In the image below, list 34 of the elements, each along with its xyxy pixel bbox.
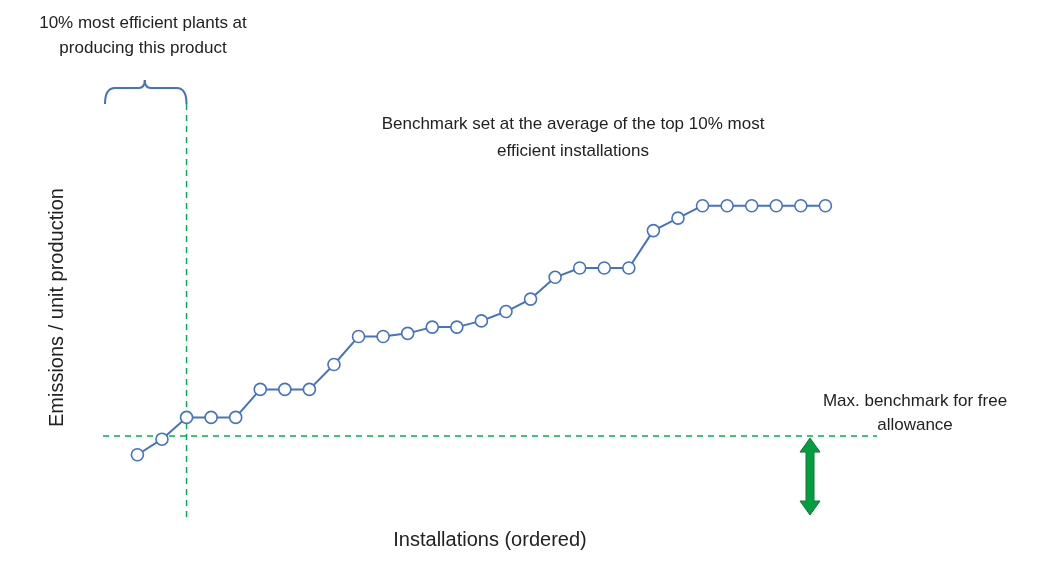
point <box>622 261 636 275</box>
point <box>400 326 415 341</box>
point <box>130 447 145 462</box>
text: 10% most efficient plants at producing this product <box>38 12 248 59</box>
point <box>179 410 194 425</box>
point <box>155 432 169 446</box>
point <box>351 329 366 344</box>
point <box>278 382 292 397</box>
point <box>769 198 784 213</box>
point <box>695 198 710 213</box>
point <box>302 382 317 397</box>
y-axis-title: Emissions / unit production <box>44 187 68 429</box>
point <box>228 410 243 425</box>
point <box>548 270 562 285</box>
point <box>253 382 268 397</box>
point <box>474 314 489 328</box>
point <box>499 304 513 319</box>
ref-line-label: Max. benchmark for free allowance <box>822 391 1008 435</box>
text: Benchmark set at the average of the top 10% most efficient installations <box>380 113 766 162</box>
point <box>204 410 218 425</box>
point <box>450 320 464 334</box>
point <box>523 292 538 306</box>
point <box>794 198 808 213</box>
point <box>671 211 685 225</box>
x-axis-title: Installations (ordered) <box>392 528 588 551</box>
point <box>818 198 833 213</box>
point <box>597 261 612 275</box>
point <box>744 198 759 213</box>
point <box>720 198 734 213</box>
point <box>425 320 440 334</box>
point <box>327 357 341 372</box>
point <box>646 223 661 238</box>
point <box>572 261 587 275</box>
point <box>376 329 390 344</box>
